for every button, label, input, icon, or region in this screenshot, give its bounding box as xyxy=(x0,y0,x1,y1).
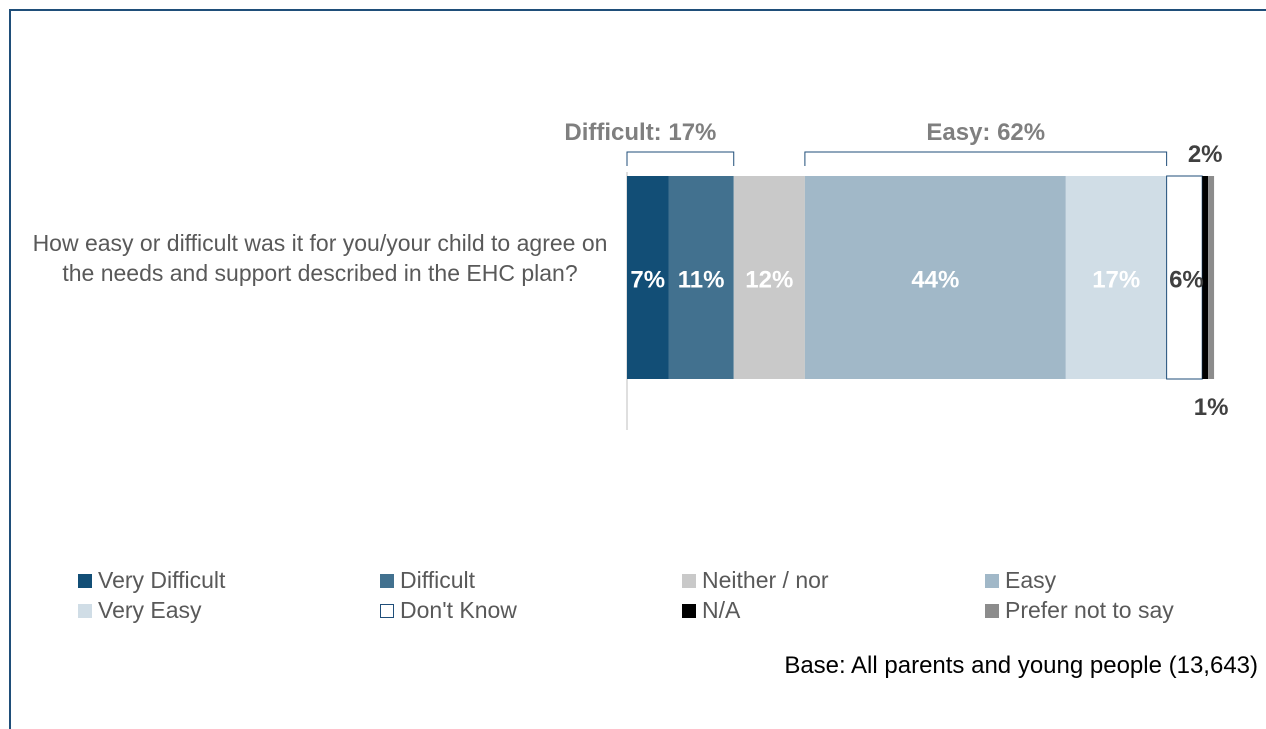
legend-item-5: Don't Know xyxy=(380,596,517,624)
group-bracket-0 xyxy=(626,151,735,166)
legend-item-3: Easy xyxy=(985,566,1056,594)
base-note: Base: All parents and young people (13,6… xyxy=(784,652,1258,679)
legend-swatch xyxy=(682,604,696,618)
bar-segment-7 xyxy=(1208,176,1215,379)
legend-swatch xyxy=(682,574,696,588)
bar-segment-4 xyxy=(1065,176,1167,379)
data-label-0: 7% xyxy=(630,267,665,294)
legend-swatch xyxy=(380,574,394,588)
legend-label: Very Difficult xyxy=(98,567,226,593)
legend-swatch xyxy=(985,604,999,618)
group-bracket-1 xyxy=(804,151,1168,166)
question-label: How easy or difficult was it for you/you… xyxy=(32,230,608,286)
legend-item-2: Neither / nor xyxy=(682,566,829,594)
legend-item-6: N/A xyxy=(682,596,740,624)
legend-label: Neither / nor xyxy=(702,567,829,593)
legend-item-1: Difficult xyxy=(380,566,475,594)
bar-segment-0 xyxy=(627,176,669,379)
data-label-6: 2% xyxy=(1188,141,1223,168)
bar-segment-1 xyxy=(668,176,734,379)
legend-swatch xyxy=(985,574,999,588)
legend-swatch xyxy=(78,574,92,588)
legend-swatch xyxy=(380,604,394,618)
legend-swatch xyxy=(78,604,92,618)
legend-item-7: Prefer not to say xyxy=(985,596,1174,624)
data-label-2: 12% xyxy=(745,267,793,294)
data-label-3: 44% xyxy=(911,267,959,294)
data-label-5: 6% xyxy=(1169,267,1204,294)
legend-label: Difficult xyxy=(400,567,475,593)
legend-label: Prefer not to say xyxy=(1005,597,1174,623)
legend-label: Very Easy xyxy=(98,597,202,623)
data-label-1: 11% xyxy=(678,267,725,294)
group-label-0: Difficult: 17% xyxy=(564,119,716,146)
legend-label: Easy xyxy=(1005,567,1057,593)
data-label-7: 1% xyxy=(1194,394,1229,421)
bar-segment-6 xyxy=(1202,176,1209,379)
legend-item-4: Very Easy xyxy=(78,596,202,624)
legend-label: N/A xyxy=(702,597,741,623)
legend-item-0: Very Difficult xyxy=(78,566,225,594)
chart-frame xyxy=(9,9,1266,729)
bar-segment-2 xyxy=(733,176,805,379)
bar-segment-5 xyxy=(1166,175,1203,380)
group-label-1: Easy: 62% xyxy=(926,119,1045,146)
legend-label: Don't Know xyxy=(400,597,517,623)
data-label-4: 17% xyxy=(1092,267,1140,294)
bar-segment-3 xyxy=(804,176,1066,379)
